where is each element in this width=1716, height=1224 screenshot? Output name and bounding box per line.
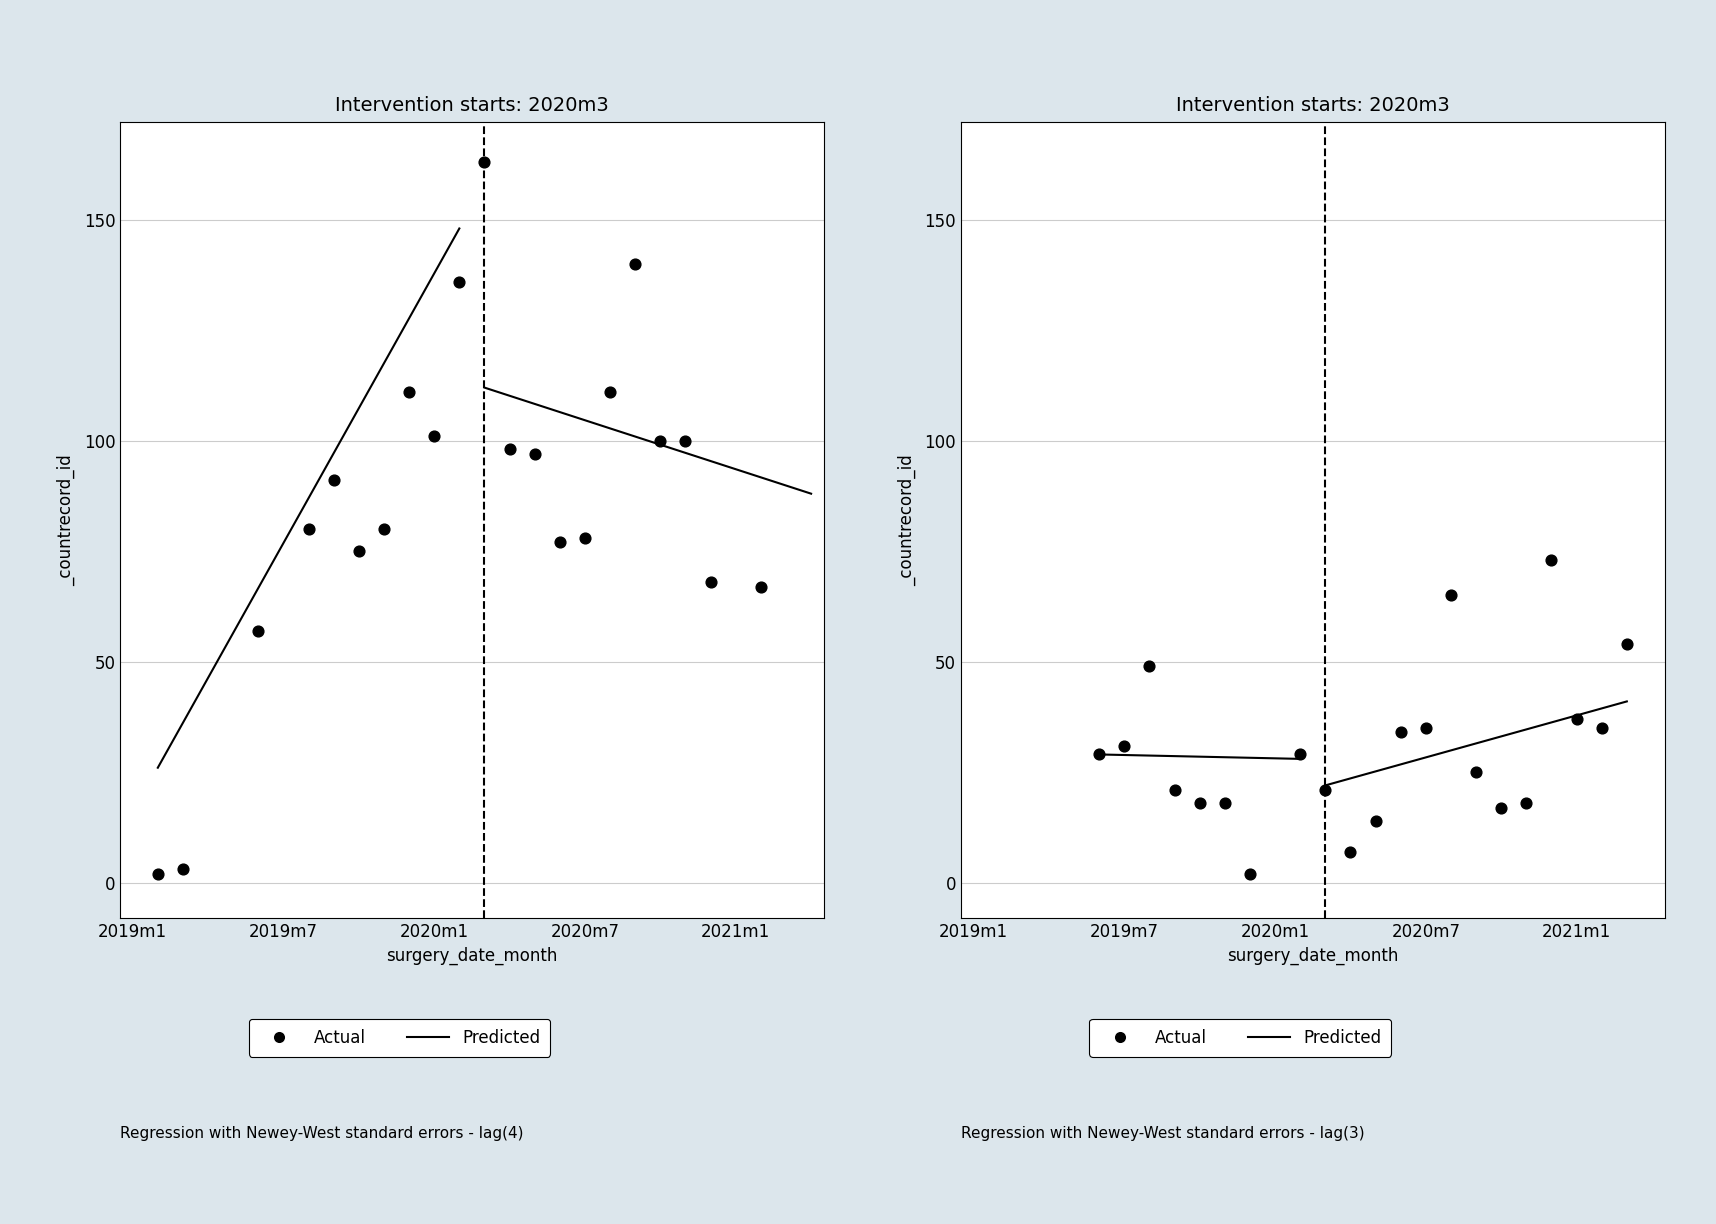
Text: Regression with Newey-West standard errors - lag(3): Regression with Newey-West standard erro… <box>961 1126 1364 1141</box>
Point <box>496 439 523 459</box>
Point <box>522 444 549 464</box>
Point <box>1438 585 1465 605</box>
Point <box>144 864 172 884</box>
Point <box>546 532 573 552</box>
Text: Regression with Newey-West standard errors - lag(4): Regression with Newey-West standard erro… <box>120 1126 523 1141</box>
Point <box>1462 763 1489 782</box>
Point <box>395 382 422 401</box>
Title: Intervention starts: 2020m3: Intervention starts: 2020m3 <box>335 97 609 115</box>
Point <box>1086 744 1114 764</box>
Point <box>170 859 197 879</box>
Point <box>1110 736 1138 755</box>
Point <box>245 621 273 640</box>
Point <box>470 152 498 171</box>
Point <box>1538 550 1565 569</box>
Title: Intervention starts: 2020m3: Intervention starts: 2020m3 <box>1175 97 1450 115</box>
Point <box>319 470 347 490</box>
Point <box>1563 709 1591 728</box>
Y-axis label: _countrecord_id: _countrecord_id <box>57 454 76 586</box>
Point <box>597 382 625 401</box>
Point <box>1412 718 1440 738</box>
Point <box>1136 656 1163 676</box>
Point <box>1160 780 1187 799</box>
Point <box>345 541 372 561</box>
Point <box>697 573 724 592</box>
Point <box>1337 842 1364 862</box>
Legend: Actual, Predicted: Actual, Predicted <box>1090 1018 1392 1056</box>
Point <box>1613 634 1640 654</box>
Point <box>621 255 649 274</box>
Point <box>420 426 448 446</box>
X-axis label: surgery_date_month: surgery_date_month <box>1227 946 1399 965</box>
Point <box>1287 744 1314 764</box>
Point <box>371 519 398 539</box>
Point <box>1186 793 1213 813</box>
Point <box>1512 793 1539 813</box>
Point <box>571 528 599 547</box>
Point <box>295 519 323 539</box>
Point <box>647 431 674 450</box>
Point <box>1363 812 1390 831</box>
Point <box>1387 722 1414 742</box>
Y-axis label: _countrecord_id: _countrecord_id <box>897 454 916 586</box>
Point <box>1236 864 1263 884</box>
Point <box>671 431 698 450</box>
Point <box>1311 780 1338 799</box>
X-axis label: surgery_date_month: surgery_date_month <box>386 946 558 965</box>
Point <box>446 272 474 291</box>
Point <box>746 577 774 596</box>
Legend: Actual, Predicted: Actual, Predicted <box>249 1018 551 1056</box>
Point <box>1488 798 1515 818</box>
Point <box>1211 793 1239 813</box>
Point <box>1587 718 1615 738</box>
